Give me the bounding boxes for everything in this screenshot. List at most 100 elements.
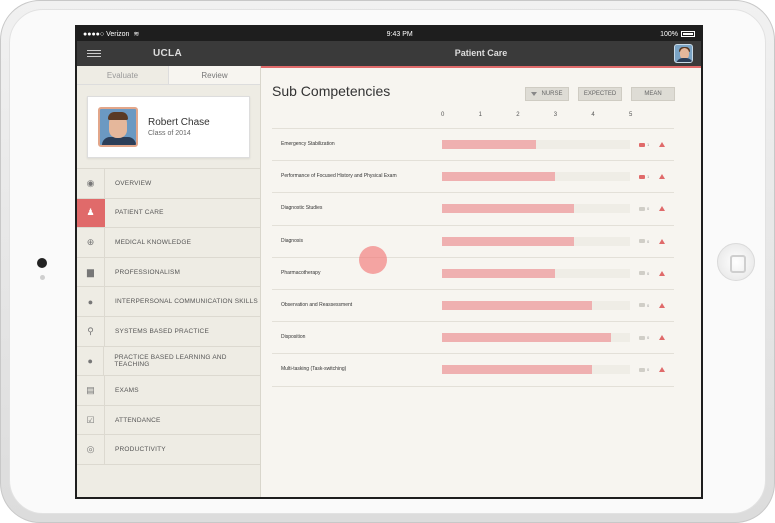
comment-count: 1 — [647, 174, 650, 180]
expand-up-icon[interactable] — [659, 367, 665, 373]
comments-button[interactable]: 1 — [639, 142, 649, 147]
battery-label: 100% — [660, 30, 678, 38]
sidebar-item-patient-care[interactable]: ♟ PATIENT CARE — [77, 198, 260, 229]
score-bar-track — [442, 300, 630, 310]
sidebar-item-label: PROFESSIONALISM — [115, 268, 181, 276]
nurse-filter-button[interactable]: NURSE — [525, 87, 569, 101]
sidebar: Evaluate Review Robert Chase Class of 20… — [77, 66, 261, 497]
score-bar — [442, 268, 555, 278]
carrier-label: ●●●●○ Verizon — [83, 30, 130, 38]
comment-count: 0 — [647, 367, 650, 373]
sidebar-item-interpersonal-communication-skills[interactable]: ● INTERPERSONAL COMMUNICATION SKILLS — [77, 287, 260, 317]
comments-button[interactable]: 0 — [639, 271, 649, 276]
score-bar-track — [442, 204, 630, 214]
sidebar-item-label: MEDICAL KNOWLEDGE — [115, 238, 192, 246]
profile-class: Class of 2014 — [148, 130, 191, 137]
score-bar-track — [442, 172, 630, 182]
comments-button[interactable]: 0 — [639, 206, 649, 211]
brand-label: UCLA — [153, 48, 182, 59]
sidebar-item-medical-knowledge[interactable]: ⊕ MEDICAL KNOWLEDGE — [77, 228, 260, 258]
sidebar-item-exams[interactable]: ▤ EXAMS — [77, 376, 260, 406]
score-bar-track — [442, 268, 630, 278]
status-bar: ●●●●○ Verizon ≋ 9:43 PM 100% — [77, 27, 701, 41]
comment-icon — [639, 239, 645, 244]
exam-icon: ▤ — [77, 376, 105, 405]
comments-button[interactable]: 0 — [639, 239, 649, 244]
home-button[interactable] — [717, 243, 755, 281]
table-row[interactable]: Pharmacotherapy 0 — [272, 258, 674, 290]
sub-competency-label: Observation and Reassessment — [281, 301, 353, 308]
screen: ●●●●○ Verizon ≋ 9:43 PM 100% UCLA Patient… — [75, 25, 703, 499]
table-row[interactable]: Emergency Stabilization 1 — [272, 129, 674, 162]
sidebar-item-practice-based-learning-and-teaching[interactable]: ● PRACTICE BASED LEARNING AND TEACHING — [77, 346, 260, 377]
comment-count: 0 — [647, 270, 650, 276]
expand-up-icon[interactable] — [659, 302, 665, 308]
profile-photo — [98, 107, 138, 147]
accent-divider — [261, 66, 701, 68]
gauge-icon: ◎ — [77, 435, 105, 464]
score-bar — [442, 333, 612, 343]
status-time: 9:43 PM — [386, 30, 413, 38]
score-bar — [442, 140, 536, 149]
scale-tick-label: 1 — [478, 112, 482, 118]
score-bar — [442, 300, 593, 310]
table-row[interactable]: Multi-tasking (Task-switching) 0 — [272, 354, 674, 387]
comment-icon — [639, 142, 645, 147]
table-row[interactable]: Disposition 0 — [272, 322, 674, 355]
sidebar-menu: ◉ OVERVIEW ♟ PATIENT CARE ⊕ MEDICAL KNOWLEDGE… — [77, 168, 260, 465]
table-row[interactable]: Diagnosis 0 — [272, 226, 674, 258]
expand-up-icon[interactable] — [659, 174, 665, 180]
comment-count: 0 — [647, 335, 650, 341]
comments-button[interactable]: 0 — [639, 335, 649, 340]
table-row[interactable]: Observation and Reassessment 0 — [272, 290, 674, 323]
sidebar-item-attendance[interactable]: ☑ ATTENDANCE — [77, 405, 260, 436]
comments-button[interactable]: 1 — [639, 174, 649, 179]
apple-icon: ● — [77, 346, 105, 376]
hamburger-menu-icon[interactable] — [87, 50, 101, 57]
comment-icon — [639, 271, 645, 276]
comment-count: 0 — [647, 238, 650, 244]
tab-review[interactable]: Review — [168, 66, 260, 84]
scale-tick-label: 3 — [553, 112, 558, 118]
table-row[interactable]: Diagnostic Studies 0 — [272, 193, 674, 226]
comment-count: 1 — [647, 142, 650, 147]
sidebar-item-label: INTERPERSONAL COMMUNICATION SKILLS — [115, 298, 258, 306]
eye-icon: ◉ — [77, 169, 105, 198]
score-bar — [442, 172, 555, 182]
sidebar-item-label: PATIENT CARE — [115, 209, 164, 217]
score-bar-track — [442, 365, 630, 375]
expand-up-icon[interactable] — [659, 142, 665, 147]
comment-icon — [639, 335, 645, 340]
mean-filter-button[interactable]: MEAN — [631, 87, 675, 101]
avatar[interactable] — [674, 44, 693, 63]
comments-button[interactable]: 0 — [639, 303, 649, 308]
sidebar-item-professionalism[interactable]: ▆ PROFESSIONALISM — [77, 257, 260, 288]
table-row[interactable]: Performance of Focused History and Physi… — [272, 161, 674, 194]
score-bar-track — [442, 236, 630, 246]
sub-competency-list: Emergency Stabilization 1 Performance of F… — [272, 128, 674, 387]
page-title: Patient Care — [454, 48, 508, 58]
sidebar-item-productivity[interactable]: ◎ PRODUCTIVITY — [77, 435, 260, 465]
expand-up-icon[interactable] — [659, 335, 665, 341]
wifi-icon: ≋ — [133, 31, 140, 38]
expand-up-icon[interactable] — [659, 238, 665, 244]
expand-up-icon[interactable] — [659, 206, 665, 212]
expected-filter-button[interactable]: EXPECTED — [578, 87, 622, 101]
sidebar-item-overview[interactable]: ◉ OVERVIEW — [77, 169, 260, 199]
expected-filter-label: EXPECTED — [583, 91, 617, 97]
sidebar-item-label: SYSTEMS BASED PRACTICE — [115, 327, 209, 335]
chevron-down-icon — [531, 92, 538, 96]
profile-card: Robert Chase Class of 2014 — [87, 96, 250, 158]
checkbox-icon: ☑ — [77, 405, 105, 435]
sub-competency-label: Diagnostic Studies — [281, 205, 323, 212]
sidebar-item-systems-based-practice[interactable]: ⚲ SYSTEMS BASED PRACTICE — [77, 316, 260, 347]
comment-count: 0 — [647, 206, 650, 212]
score-bar — [442, 365, 593, 375]
briefcase-icon: ▆ — [77, 257, 105, 287]
scale-tick-label: 2 — [516, 112, 520, 118]
expand-up-icon[interactable] — [659, 270, 665, 276]
sub-competency-label: Multi-tasking (Task-switching) — [281, 366, 347, 373]
comments-button[interactable]: 0 — [639, 367, 649, 372]
tab-evaluate[interactable]: Evaluate — [106, 71, 139, 80]
sub-competency-label: Emergency Stabilization — [281, 141, 335, 147]
